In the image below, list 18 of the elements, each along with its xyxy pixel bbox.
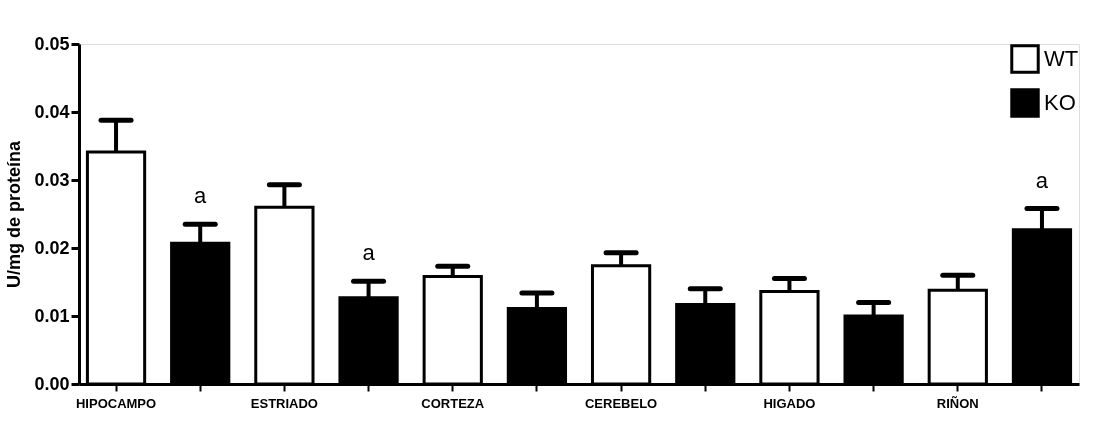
y-axis-title: U/mg de proteína — [4, 140, 25, 289]
x-tick-label: CEREBELO — [584, 395, 658, 411]
data-label: a — [362, 240, 376, 266]
y-tick-label: 0.05 — [34, 33, 70, 54]
x-tick-label: HIPOCAMPO — [75, 395, 157, 411]
y-tick-label: 0.01 — [34, 305, 70, 326]
y-tick-label: 0.04 — [34, 101, 70, 122]
x-tick-label: ESTRIADO — [250, 395, 318, 411]
y-tick-label: 0.03 — [34, 169, 70, 190]
legend-label: KO — [1044, 90, 1076, 115]
y-tick-label: 0.02 — [34, 237, 70, 258]
data-label: a — [1035, 167, 1049, 193]
y-tick-label: 0.00 — [34, 373, 70, 394]
data-label: a — [194, 183, 208, 209]
legend-label: WT — [1044, 46, 1079, 71]
x-tick-label: HIGADO — [763, 395, 816, 411]
x-tick-label: RIÑON — [936, 395, 979, 411]
x-tick-label: CORTEZA — [421, 395, 485, 411]
